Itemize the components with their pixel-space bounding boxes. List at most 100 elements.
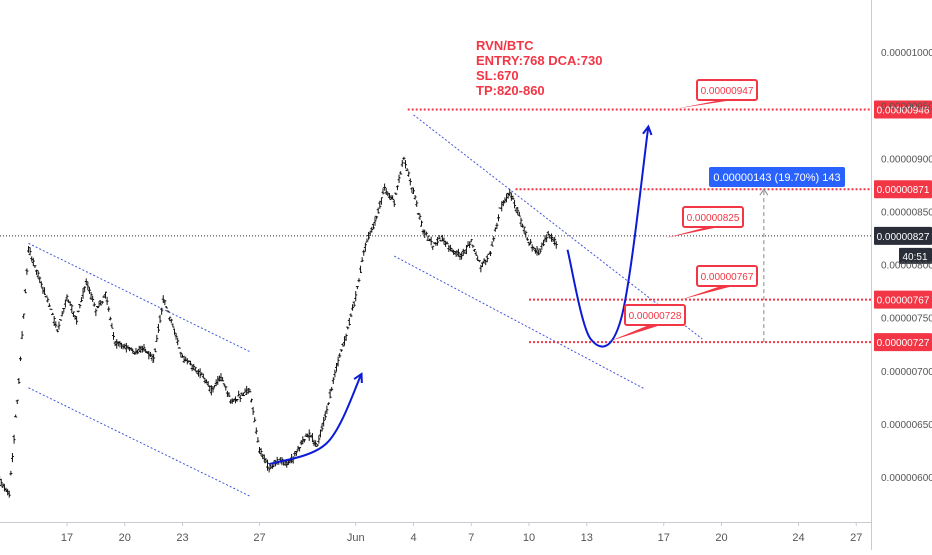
candle (477, 259, 481, 263)
price-level-tag-bg (874, 180, 932, 199)
candle (75, 316, 79, 325)
candle (31, 257, 35, 267)
projection-curve-2 (566, 126, 650, 348)
x-tick-label: 7 (468, 532, 474, 544)
candle (522, 226, 526, 234)
candle (525, 237, 529, 241)
callout-text: 0.00000947 (701, 86, 754, 97)
candle (91, 295, 95, 302)
candle (375, 215, 379, 220)
candle (431, 245, 435, 250)
candle (527, 241, 531, 246)
x-tick-label: 23 (176, 532, 188, 544)
candle (429, 236, 433, 246)
candle (38, 276, 42, 284)
candle (52, 315, 56, 327)
candle (341, 343, 345, 347)
x-tick-label: 20 (715, 532, 727, 544)
projection-curve-1 (268, 373, 363, 466)
candle (347, 317, 351, 326)
candle (535, 246, 539, 256)
candle (336, 356, 340, 367)
measure-label[interactable]: 0.00000143 (19.70%) 143 (709, 167, 845, 187)
x-tick-label: 20 (119, 532, 131, 544)
callout[interactable]: 0.00000728 (609, 304, 686, 342)
candle (174, 332, 178, 340)
x-tick-label: Jun (347, 532, 365, 544)
candle (328, 388, 332, 399)
candle (152, 354, 156, 363)
y-tick-label: 0.00000750 (881, 314, 932, 325)
candle (158, 314, 162, 324)
candle (516, 207, 520, 216)
candle (399, 171, 403, 175)
callout[interactable]: 0.00000825 (665, 206, 744, 239)
candle (86, 281, 90, 291)
x-tick-label: 24 (792, 532, 804, 544)
price-level-tag[interactable]: 0.00000946 (874, 100, 932, 119)
candle (519, 217, 523, 227)
candle (33, 265, 37, 268)
candle (193, 367, 197, 372)
candle (338, 353, 342, 358)
candle (412, 187, 415, 194)
channel-1-lower-line (28, 387, 251, 497)
candle (71, 311, 75, 318)
candle (437, 234, 441, 240)
candle (408, 178, 412, 186)
price-level-tag-text: 0.00000727 (877, 338, 930, 349)
candle (94, 308, 98, 317)
candle (517, 211, 521, 217)
candle (330, 386, 334, 392)
candle (355, 286, 359, 290)
callout[interactable]: 0.00000767 (681, 265, 758, 300)
candle (538, 248, 542, 254)
candle (400, 159, 404, 167)
candle (92, 302, 96, 307)
candle (553, 236, 557, 246)
candle (492, 236, 496, 242)
candle (469, 238, 473, 243)
candle (23, 288, 27, 294)
candle (266, 459, 270, 471)
candle (227, 392, 231, 398)
candle (352, 301, 356, 308)
candle (160, 307, 164, 315)
candle (248, 388, 252, 393)
candle (17, 378, 21, 385)
candle (62, 307, 66, 313)
x-tick-label: 17 (61, 532, 73, 544)
candle (307, 429, 311, 441)
candle (192, 363, 196, 371)
candle (83, 286, 87, 292)
candle (221, 377, 225, 382)
candle (346, 326, 350, 330)
countdown-tag-bg (899, 247, 932, 264)
measure-label-bg (709, 167, 845, 187)
price-level-tag-text: 0.00000767 (877, 296, 930, 307)
candle (47, 303, 51, 307)
x-tick-label: 27 (253, 532, 265, 544)
price-level-tag[interactable]: 0.00000767 (874, 290, 932, 309)
callout[interactable]: 0.00000947 (677, 79, 758, 109)
price-level-tag-bg (874, 333, 932, 352)
candle (317, 435, 321, 444)
candle (513, 199, 517, 209)
price-level-tag[interactable]: 0.00000727 (874, 333, 932, 352)
candle (298, 447, 302, 452)
candle (136, 349, 140, 355)
price-level-tag[interactable]: 0.00000871 (874, 180, 932, 199)
candle (367, 231, 371, 240)
candle (472, 249, 476, 252)
x-tick-label: 27 (850, 532, 862, 544)
candle (89, 291, 93, 300)
candle (12, 434, 16, 444)
candle (222, 383, 226, 387)
countdown-tag-text: 40:51 (902, 252, 927, 263)
candle (326, 402, 330, 406)
y-tick-label: 0.00001000 (881, 48, 932, 59)
candle (546, 230, 550, 236)
callout-text: 0.00000728 (629, 311, 682, 322)
